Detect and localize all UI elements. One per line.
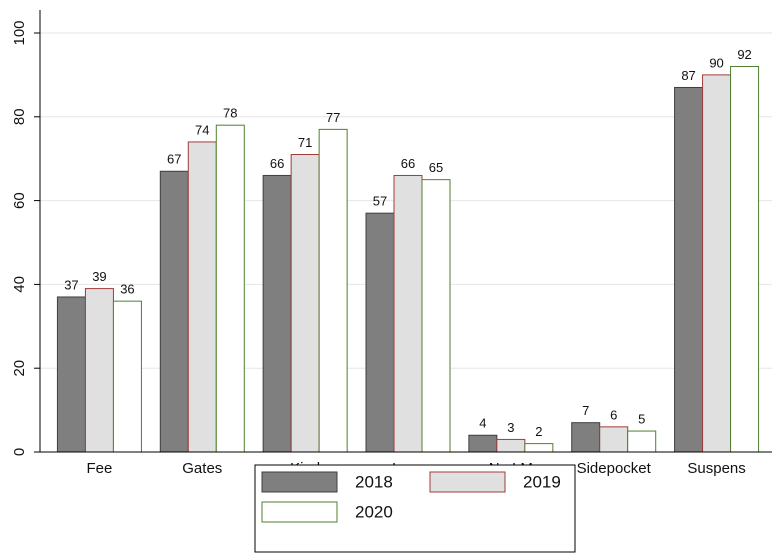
y-tick-label: 60: [11, 192, 28, 209]
value-label: 90: [709, 55, 723, 70]
y-tick-label: 80: [11, 108, 28, 125]
value-label: 7: [582, 403, 589, 418]
legend-label: 2020: [355, 502, 393, 521]
y-tick-label: 40: [11, 276, 28, 293]
value-label: 2: [535, 424, 542, 439]
legend-label: 2019: [523, 472, 561, 491]
bar: [627, 430, 657, 453]
value-label: 71: [298, 135, 312, 150]
legend-label: 2018: [355, 472, 393, 491]
value-label: 3: [507, 420, 514, 435]
value-label: 36: [120, 282, 134, 297]
bar: [496, 438, 526, 453]
bar: [318, 128, 348, 453]
bar: [187, 141, 217, 453]
value-label: 77: [326, 110, 340, 125]
bar: [571, 422, 601, 453]
bar: [56, 296, 86, 453]
value-label: 4: [479, 416, 486, 431]
value-label: 92: [737, 47, 751, 62]
bar: [524, 443, 554, 453]
x-tick-label: Suspens: [687, 460, 745, 477]
bar: [290, 154, 320, 453]
bar: [84, 288, 114, 453]
value-label: 6: [610, 407, 617, 422]
bar: [393, 174, 423, 453]
legend-swatch: [261, 471, 338, 493]
value-label: 74: [195, 122, 209, 137]
bar: [421, 179, 451, 453]
bar: [159, 170, 189, 453]
y-tick-label: 0: [11, 448, 28, 456]
legend-swatch: [429, 471, 506, 493]
value-label: 87: [681, 68, 695, 83]
x-tick-label: Fee: [86, 460, 112, 477]
x-tick-label: Sidepocket: [577, 460, 652, 477]
value-label: 66: [401, 156, 415, 171]
bar: [468, 434, 498, 453]
value-label: 66: [270, 156, 284, 171]
bar: [112, 300, 142, 453]
value-label: 78: [223, 106, 237, 121]
bar: [674, 86, 704, 453]
value-label: 37: [64, 277, 78, 292]
value-label: 65: [429, 160, 443, 175]
bar: [599, 426, 629, 453]
legend-swatch: [261, 501, 338, 523]
bar: [702, 74, 732, 453]
value-label: 67: [167, 152, 181, 167]
value-label: 5: [638, 411, 645, 426]
value-label: 57: [373, 194, 387, 209]
bar: [730, 66, 760, 453]
y-tick-label: 20: [11, 360, 28, 377]
bar: [262, 174, 292, 453]
x-tick-label: Gates: [182, 460, 222, 477]
y-tick-label: 100: [11, 20, 28, 45]
bar: [215, 124, 245, 453]
value-label: 39: [92, 269, 106, 284]
bar: [365, 212, 395, 453]
